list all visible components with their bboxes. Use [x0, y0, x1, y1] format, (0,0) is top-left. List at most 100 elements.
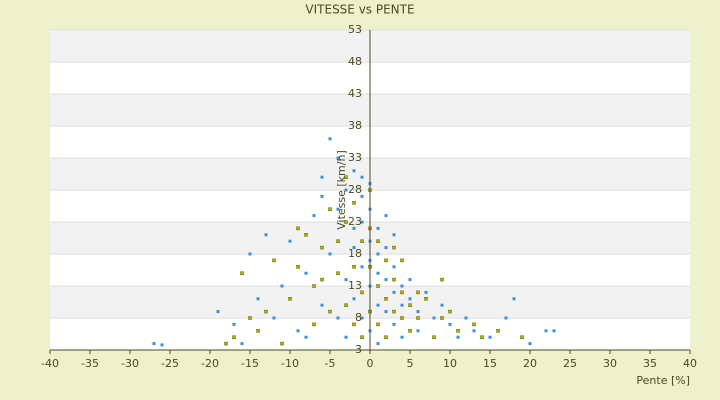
point: [376, 226, 380, 230]
point: [392, 309, 396, 314]
point: [456, 329, 460, 333]
x-tick-label: 5: [407, 357, 414, 370]
point: [280, 341, 284, 346]
point: [360, 290, 364, 295]
point: [416, 329, 420, 333]
point: [512, 297, 516, 301]
point: [400, 316, 404, 320]
point: [408, 329, 412, 333]
point: [384, 278, 388, 282]
point: [288, 297, 292, 301]
point: [352, 265, 356, 269]
point: [312, 284, 316, 288]
x-tick-label: -20: [201, 357, 219, 370]
point: [392, 265, 396, 269]
point: [320, 245, 324, 250]
point: [336, 271, 340, 275]
point: [296, 265, 300, 269]
point: [328, 252, 332, 256]
x-tick-label: -35: [81, 357, 99, 370]
point: [240, 342, 244, 346]
point: [472, 322, 476, 327]
x-tick-label: -25: [161, 357, 179, 370]
point: [376, 239, 380, 243]
x-tick-label: 25: [563, 357, 577, 370]
point: [232, 335, 236, 339]
point: [392, 277, 396, 282]
x-tick-label: -15: [241, 357, 259, 370]
point: [320, 175, 324, 179]
point: [408, 297, 412, 301]
x-tick-label: 35: [643, 357, 657, 370]
point: [352, 226, 356, 230]
point: [272, 258, 276, 263]
point: [400, 284, 404, 288]
point: [328, 207, 332, 211]
point: [232, 322, 236, 326]
point: [256, 297, 260, 301]
point: [360, 175, 364, 179]
x-tick-label: -30: [121, 357, 139, 370]
point: [304, 335, 308, 339]
point: [288, 239, 292, 243]
point: [264, 309, 268, 314]
point: [352, 201, 356, 205]
point: [224, 341, 228, 346]
x-tick-label: -10: [281, 357, 299, 370]
point: [360, 239, 364, 243]
point: [320, 194, 324, 198]
point: [336, 156, 340, 160]
point: [408, 303, 412, 307]
point: [360, 265, 364, 269]
point: [416, 310, 420, 314]
point: [424, 290, 428, 294]
point: [344, 188, 348, 192]
point: [376, 271, 380, 275]
y-tick-label: 33: [348, 151, 362, 164]
point: [216, 310, 220, 314]
y-tick-label: 43: [348, 87, 362, 100]
point: [384, 297, 388, 301]
chart-title: VITESSE vs PENTE: [305, 3, 414, 17]
point: [320, 277, 324, 282]
point: [336, 239, 340, 243]
point: [456, 335, 460, 339]
point: [504, 316, 508, 320]
point: [392, 233, 396, 237]
point: [352, 246, 356, 250]
y-tick-label: 28: [348, 183, 362, 196]
y-axis-label: Vitesse [km/h]: [335, 150, 348, 230]
point: [360, 316, 364, 320]
x-tick-label: 10: [443, 357, 457, 370]
x-tick-label: 15: [483, 357, 497, 370]
point: [336, 316, 340, 320]
y-tick-label: 48: [348, 55, 362, 68]
point: [400, 258, 404, 263]
x-tick-label: 40: [683, 357, 697, 370]
point: [328, 137, 332, 141]
point: [376, 284, 380, 288]
point: [464, 316, 468, 320]
y-tick-label: 8: [355, 311, 362, 324]
point: [336, 207, 340, 211]
point: [384, 214, 388, 218]
point: [240, 271, 244, 275]
point: [480, 335, 484, 339]
point: [520, 335, 524, 339]
point: [152, 342, 156, 346]
point: [248, 316, 252, 320]
point: [344, 175, 348, 179]
x-axis-label: Pente [%]: [636, 374, 690, 387]
point: [272, 316, 276, 320]
point: [376, 252, 380, 256]
point: [392, 245, 396, 250]
point: [256, 329, 260, 333]
point: [384, 335, 388, 339]
y-tick-label: 38: [348, 119, 362, 132]
point: [312, 214, 316, 218]
y-tick-label: 23: [348, 215, 362, 228]
x-tick-label: -40: [41, 357, 59, 370]
point: [296, 226, 300, 231]
